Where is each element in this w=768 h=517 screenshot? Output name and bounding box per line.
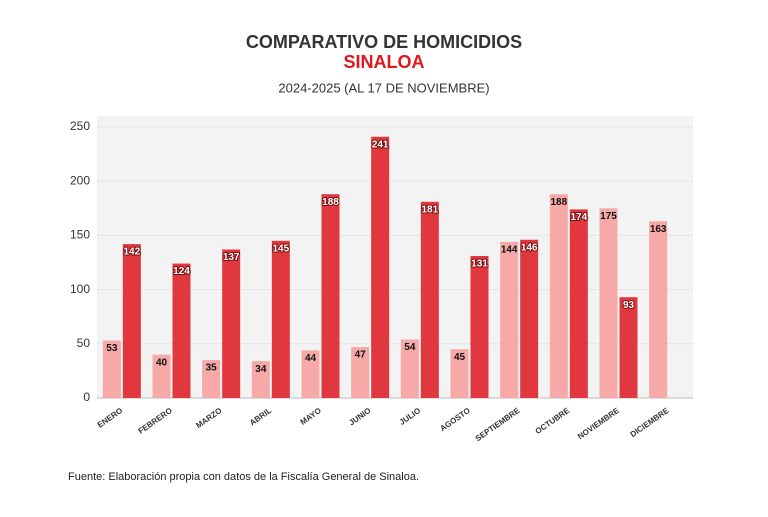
y-tick-label: 50: [77, 336, 91, 350]
bar: [102, 340, 121, 398]
value-label: 54: [404, 342, 416, 353]
period: 2024-2025 (AL 17 DE NOVIEMBRE): [278, 80, 489, 95]
value-label: 131: [471, 259, 488, 270]
bar: [569, 209, 588, 398]
bar: [500, 241, 519, 398]
value-label: 34: [255, 364, 267, 375]
bar: [520, 239, 539, 398]
bar: [301, 350, 320, 398]
plot-background: [97, 116, 693, 398]
bar: [400, 339, 419, 398]
y-tick-label: 250: [70, 119, 90, 133]
x-tick-label: JULIO: [398, 406, 422, 427]
x-tick-label: FEBRERO: [137, 406, 174, 436]
bar: [420, 201, 439, 398]
x-tick-label: AGOSTO: [438, 406, 471, 433]
value-label: 181: [421, 204, 438, 215]
bar: [549, 194, 568, 398]
value-label: 124: [173, 266, 190, 277]
value-label: 53: [106, 343, 118, 354]
y-tick-label: 200: [70, 173, 90, 187]
value-label: 188: [550, 197, 567, 208]
bar: [122, 244, 141, 398]
value-label: 174: [570, 212, 587, 223]
bar: [202, 360, 221, 398]
value-label: 47: [355, 350, 367, 361]
x-tick-label: JUNIO: [347, 406, 372, 427]
value-label: 163: [650, 224, 667, 235]
source: Fuente: Elaboración propia con datos de …: [68, 471, 419, 483]
y-tick-label: 0: [83, 390, 90, 404]
value-label: 175: [600, 211, 617, 222]
bar: [470, 255, 489, 398]
value-label: 137: [223, 252, 240, 263]
bar: [222, 249, 241, 398]
y-tick-label: 100: [70, 282, 90, 296]
bar: [251, 361, 270, 398]
value-label: 45: [454, 352, 466, 363]
value-label: 93: [623, 300, 635, 311]
x-tick-label: MARZO: [194, 406, 223, 430]
x-tick-label: SEPTIEMBRE: [474, 406, 522, 444]
bar: [649, 221, 668, 398]
bar: [271, 240, 290, 398]
x-tick-label: DICIEMBRE: [629, 406, 671, 440]
bar: [152, 354, 171, 398]
bar: [351, 347, 370, 398]
x-tick-label: ENERO: [96, 406, 124, 430]
value-label: 241: [372, 139, 389, 150]
value-label: 142: [123, 247, 140, 258]
y-tick-label: 150: [70, 228, 90, 242]
value-label: 188: [322, 197, 339, 208]
x-tick-label: MAYO: [299, 406, 323, 427]
bar: [619, 297, 638, 398]
bar: [321, 194, 340, 398]
bar: [172, 263, 191, 398]
value-label: 146: [521, 242, 538, 253]
x-tick-label: ABRIL: [248, 406, 273, 427]
x-tick-label: NOVIEMBRE: [576, 406, 621, 442]
value-label: 144: [501, 245, 518, 256]
bar: [599, 208, 618, 398]
x-tick-label: OCTUBRE: [534, 406, 572, 436]
value-label: 44: [305, 353, 317, 364]
chart-subtitle: SINALOA: [344, 52, 425, 72]
value-label: 35: [206, 363, 218, 374]
value-label: 145: [272, 243, 289, 254]
bar: [371, 136, 390, 399]
value-label: 40: [156, 357, 168, 368]
bar: [450, 349, 469, 398]
chart-title: COMPARATIVO DE HOMICIDIOS: [246, 32, 522, 52]
